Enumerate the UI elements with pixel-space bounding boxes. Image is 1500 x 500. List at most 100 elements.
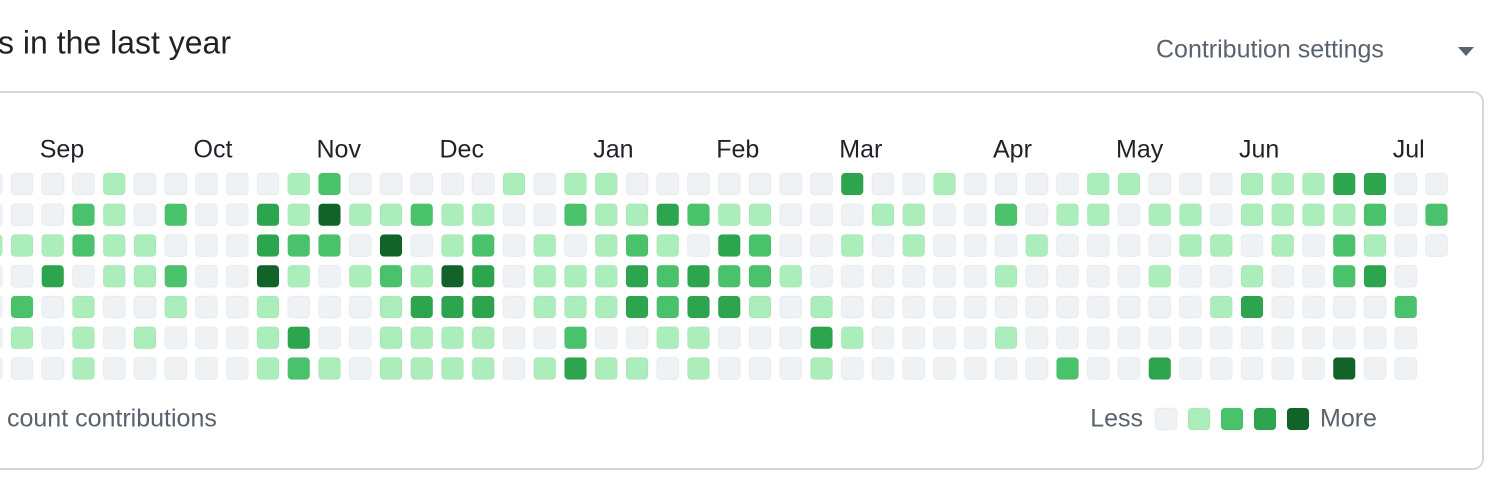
contribution-cell — [195, 172, 218, 196]
contribution-cell — [256, 203, 280, 227]
contribution-cell — [471, 357, 495, 380]
month-label: Sep — [40, 136, 84, 164]
contribution-cell — [471, 326, 495, 350]
dropdown-caret[interactable] — [1458, 47, 1474, 56]
contribution-cell — [1332, 326, 1356, 350]
contribution-cell — [1086, 326, 1110, 350]
contribution-cell — [533, 326, 557, 350]
contribution-cell — [1240, 264, 1264, 288]
section-title: s in the last year — [0, 24, 231, 60]
contribution-cell — [810, 295, 833, 319]
contribution-cell — [963, 203, 987, 227]
contribution-cell — [902, 264, 926, 288]
contribution-cell — [102, 326, 126, 350]
month-label: Mar — [839, 136, 882, 164]
month-label: Dec — [440, 136, 484, 164]
contribution-cell — [625, 264, 649, 288]
contribution-cell — [1271, 234, 1295, 257]
contribution-cell — [133, 203, 157, 227]
contribution-cell — [1332, 234, 1356, 257]
contribution-cell — [1302, 264, 1325, 288]
contribution-cell — [810, 172, 833, 196]
contribution-cell — [1179, 264, 1202, 288]
contribution-cell — [1148, 295, 1172, 319]
contribution-cell — [1117, 357, 1141, 380]
contribution-cell — [318, 203, 341, 227]
legend-less: Less — [1090, 405, 1143, 433]
contribution-cell — [1271, 264, 1295, 288]
contribution-cell — [102, 295, 126, 319]
contribution-cell — [441, 295, 464, 319]
contribution-cell — [1425, 172, 1448, 196]
contribution-cell — [1117, 264, 1141, 288]
footer-note[interactable]: count contributions — [7, 405, 217, 433]
contribution-cell — [1025, 295, 1049, 319]
contribution-cell — [994, 295, 1018, 319]
contribution-cell — [41, 172, 65, 196]
contribution-cell — [1056, 172, 1079, 196]
contribution-cell — [1148, 203, 1172, 227]
contribution-cell — [1332, 203, 1356, 227]
contribution-cell — [810, 264, 833, 288]
contribution-cell — [687, 326, 710, 350]
contribution-cell — [810, 203, 833, 227]
contribution-cell — [1209, 203, 1233, 227]
contribution-cell — [1117, 326, 1141, 350]
legend-swatch — [1286, 407, 1310, 431]
contribution-cell — [1086, 295, 1110, 319]
contribution-cell — [840, 326, 864, 350]
contribution-cell — [502, 295, 526, 319]
contribution-cell — [287, 264, 311, 288]
contribution-cell — [840, 203, 864, 227]
contribution-cell — [717, 203, 741, 227]
contribution-cell — [318, 172, 341, 196]
contribution-cell — [410, 295, 434, 319]
contribution-cell — [1240, 295, 1264, 319]
contribution-cell — [502, 326, 526, 350]
contribution-cell — [379, 326, 403, 350]
contribution-cell — [994, 234, 1018, 257]
contribution-cell — [533, 172, 557, 196]
contribution-cell — [287, 172, 311, 196]
contribution-cell — [656, 326, 680, 350]
contribution-cell — [687, 264, 710, 288]
contribution-cell — [164, 234, 188, 257]
contribution-cell — [1209, 172, 1233, 196]
contribution-cell — [1179, 326, 1202, 350]
contribution-cell — [318, 295, 341, 319]
contribution-cell — [1056, 234, 1079, 257]
month-label: Jun — [1239, 136, 1279, 164]
contribution-cell — [717, 295, 741, 319]
contribution-cell — [256, 295, 280, 319]
contribution-cell — [1117, 295, 1141, 319]
contribution-cell — [72, 326, 95, 350]
contribution-cell — [902, 234, 926, 257]
contribution-cell — [1209, 234, 1233, 257]
contribution-cell — [1302, 234, 1325, 257]
contribution-cell — [1363, 295, 1387, 319]
contribution-cell — [133, 264, 157, 288]
legend-more: More — [1320, 405, 1377, 433]
contribution-cell — [1332, 264, 1356, 288]
contribution-cell — [1086, 203, 1110, 227]
settings-button[interactable]: Contribution settings — [1156, 36, 1384, 64]
contribution-cell — [1271, 357, 1295, 380]
legend-swatch — [1154, 407, 1178, 431]
contribution-cell — [348, 203, 372, 227]
contribution-cell — [164, 357, 188, 380]
contribution-cell — [379, 234, 403, 257]
contribution-cell — [687, 234, 710, 257]
contribution-cell — [441, 203, 464, 227]
contribution-cell — [1209, 357, 1233, 380]
contribution-cell — [933, 295, 956, 319]
contribution-cell — [1302, 295, 1325, 319]
contribution-cell — [1363, 326, 1387, 350]
contribution-cell — [225, 172, 249, 196]
contribution-cell — [594, 326, 618, 350]
contribution-cell — [72, 295, 95, 319]
contribution-cell — [410, 357, 434, 380]
contribution-cell — [1086, 264, 1110, 288]
contribution-cell — [533, 295, 557, 319]
contribution-cell — [195, 264, 218, 288]
legend-swatch — [1187, 407, 1211, 431]
